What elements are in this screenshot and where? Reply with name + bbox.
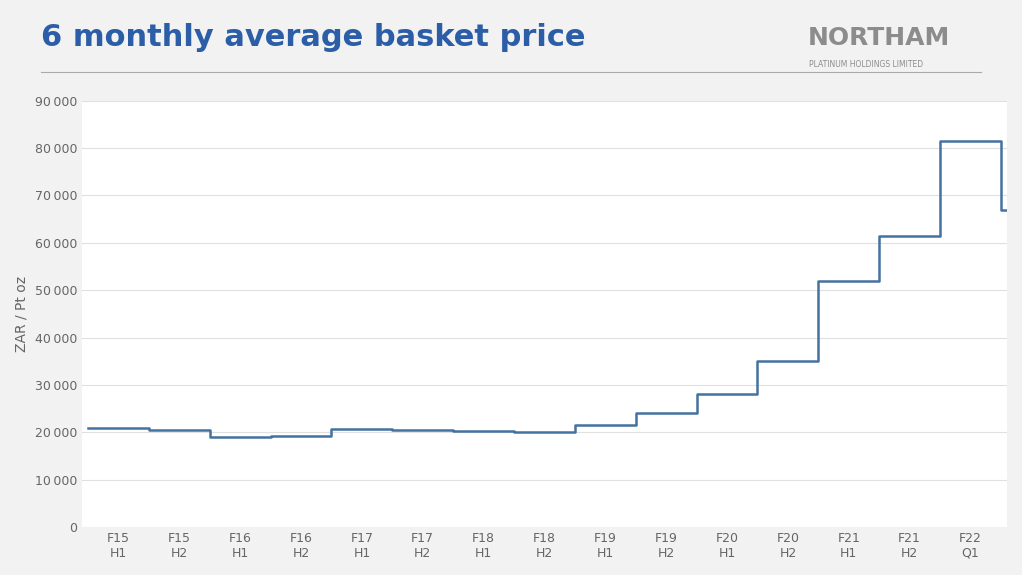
Y-axis label: ZAR / Pt oz: ZAR / Pt oz (15, 276, 29, 352)
Text: 6 monthly average basket price: 6 monthly average basket price (41, 23, 586, 52)
Text: PLATINUM HOLDINGS LIMITED: PLATINUM HOLDINGS LIMITED (809, 60, 924, 70)
Text: NORTHAM: NORTHAM (807, 26, 949, 50)
